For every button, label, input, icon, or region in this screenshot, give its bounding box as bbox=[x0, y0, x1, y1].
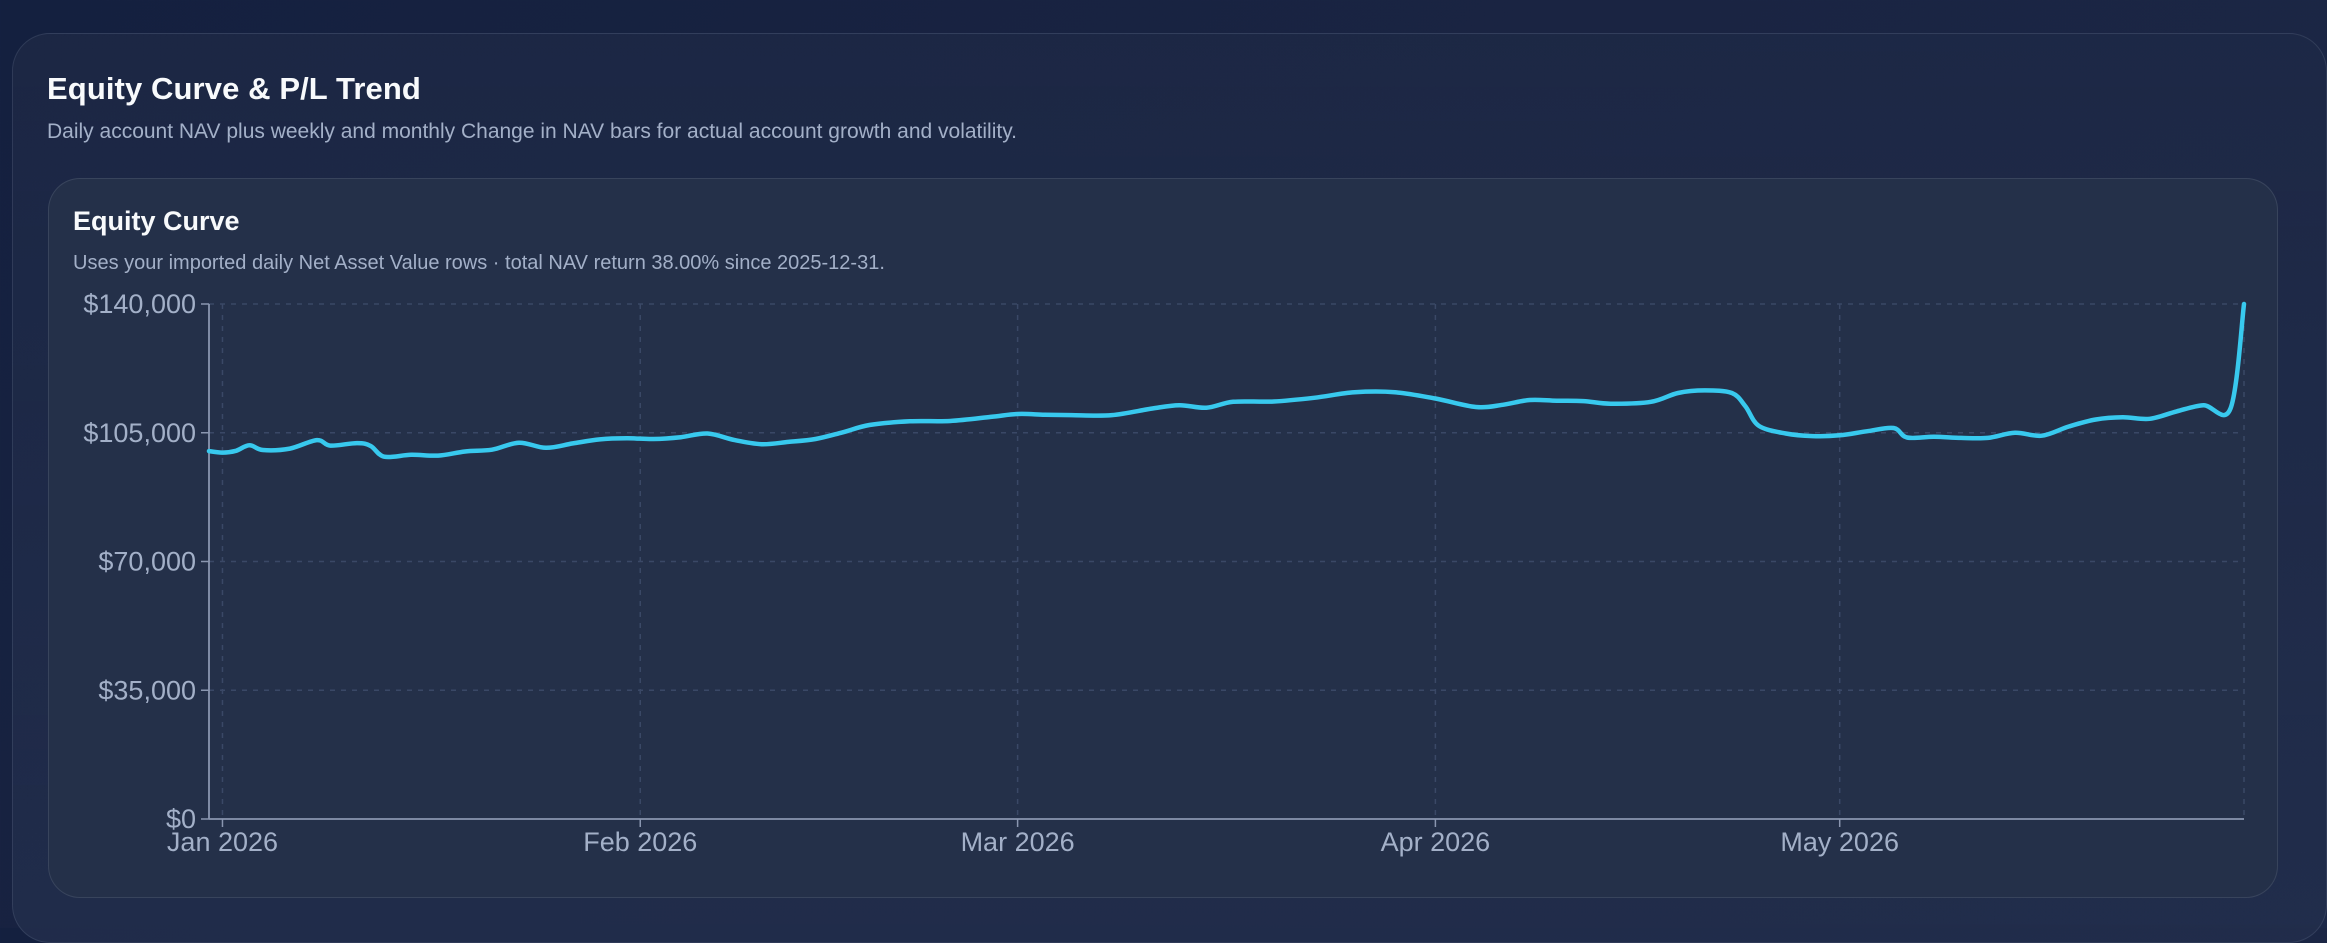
y-tick-label: $0 bbox=[166, 804, 196, 834]
x-tick-label: Apr 2026 bbox=[1381, 827, 1491, 857]
x-tick-label: Feb 2026 bbox=[583, 827, 697, 857]
x-tick-label: Jan 2026 bbox=[167, 827, 278, 857]
x-tick-label: May 2026 bbox=[1780, 827, 1899, 857]
chart-title: Equity Curve bbox=[73, 206, 240, 236]
nav-series-line bbox=[206, 301, 2247, 460]
y-tick-label: $35,000 bbox=[98, 675, 196, 705]
y-tick-label: $105,000 bbox=[83, 418, 196, 448]
equity-curve-card bbox=[48, 178, 2278, 898]
chart-subtitle: Uses your imported daily Net Asset Value… bbox=[73, 252, 885, 274]
x-tick-label: Mar 2026 bbox=[961, 827, 1075, 857]
y-tick-label: $70,000 bbox=[98, 547, 196, 577]
section-title: Equity Curve & P/L Trend bbox=[47, 71, 421, 106]
y-tick-label: $140,000 bbox=[83, 289, 196, 319]
section-subtitle: Daily account NAV plus weekly and monthl… bbox=[47, 120, 1017, 143]
